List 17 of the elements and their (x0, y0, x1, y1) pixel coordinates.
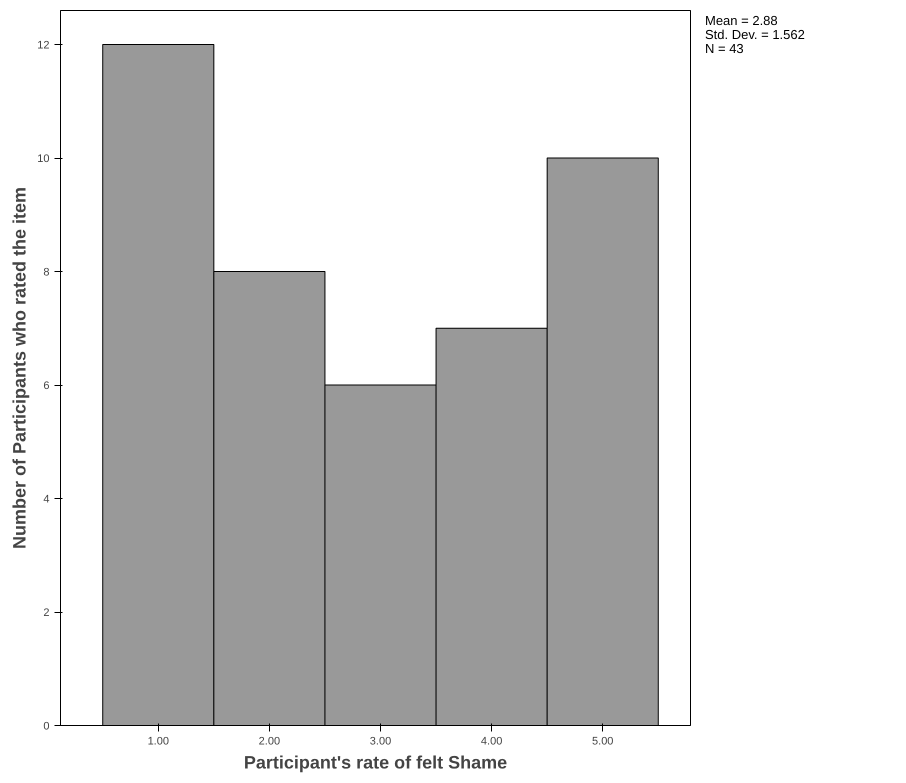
y-tick-label: 6 (43, 380, 50, 392)
y-tick-label: 4 (43, 494, 50, 506)
x-tick-label: 1.00 (148, 736, 169, 748)
y-tick-label: 8 (43, 266, 50, 279)
y-tick-label: 0 (43, 720, 50, 732)
x-tick-label: 4.00 (480, 736, 502, 748)
text: Mean = 2.88 (705, 13, 778, 28)
text: N = 43 (705, 41, 744, 56)
y-tick-label: 2 (43, 607, 50, 620)
x-tick-label: 5.00 (592, 736, 614, 748)
y-tick-label: 12 (37, 40, 50, 52)
x-axis-title: Participant's rate of felt Shame (244, 752, 508, 772)
y-tick-label: 10 (37, 153, 50, 166)
x-tick-label: 3.00 (370, 736, 392, 748)
y-axis-title: Number of Participants who rated the item (9, 186, 30, 550)
x-tick-label: 2.00 (258, 736, 280, 748)
text: Std. Dev. = 1.562 (705, 27, 805, 42)
